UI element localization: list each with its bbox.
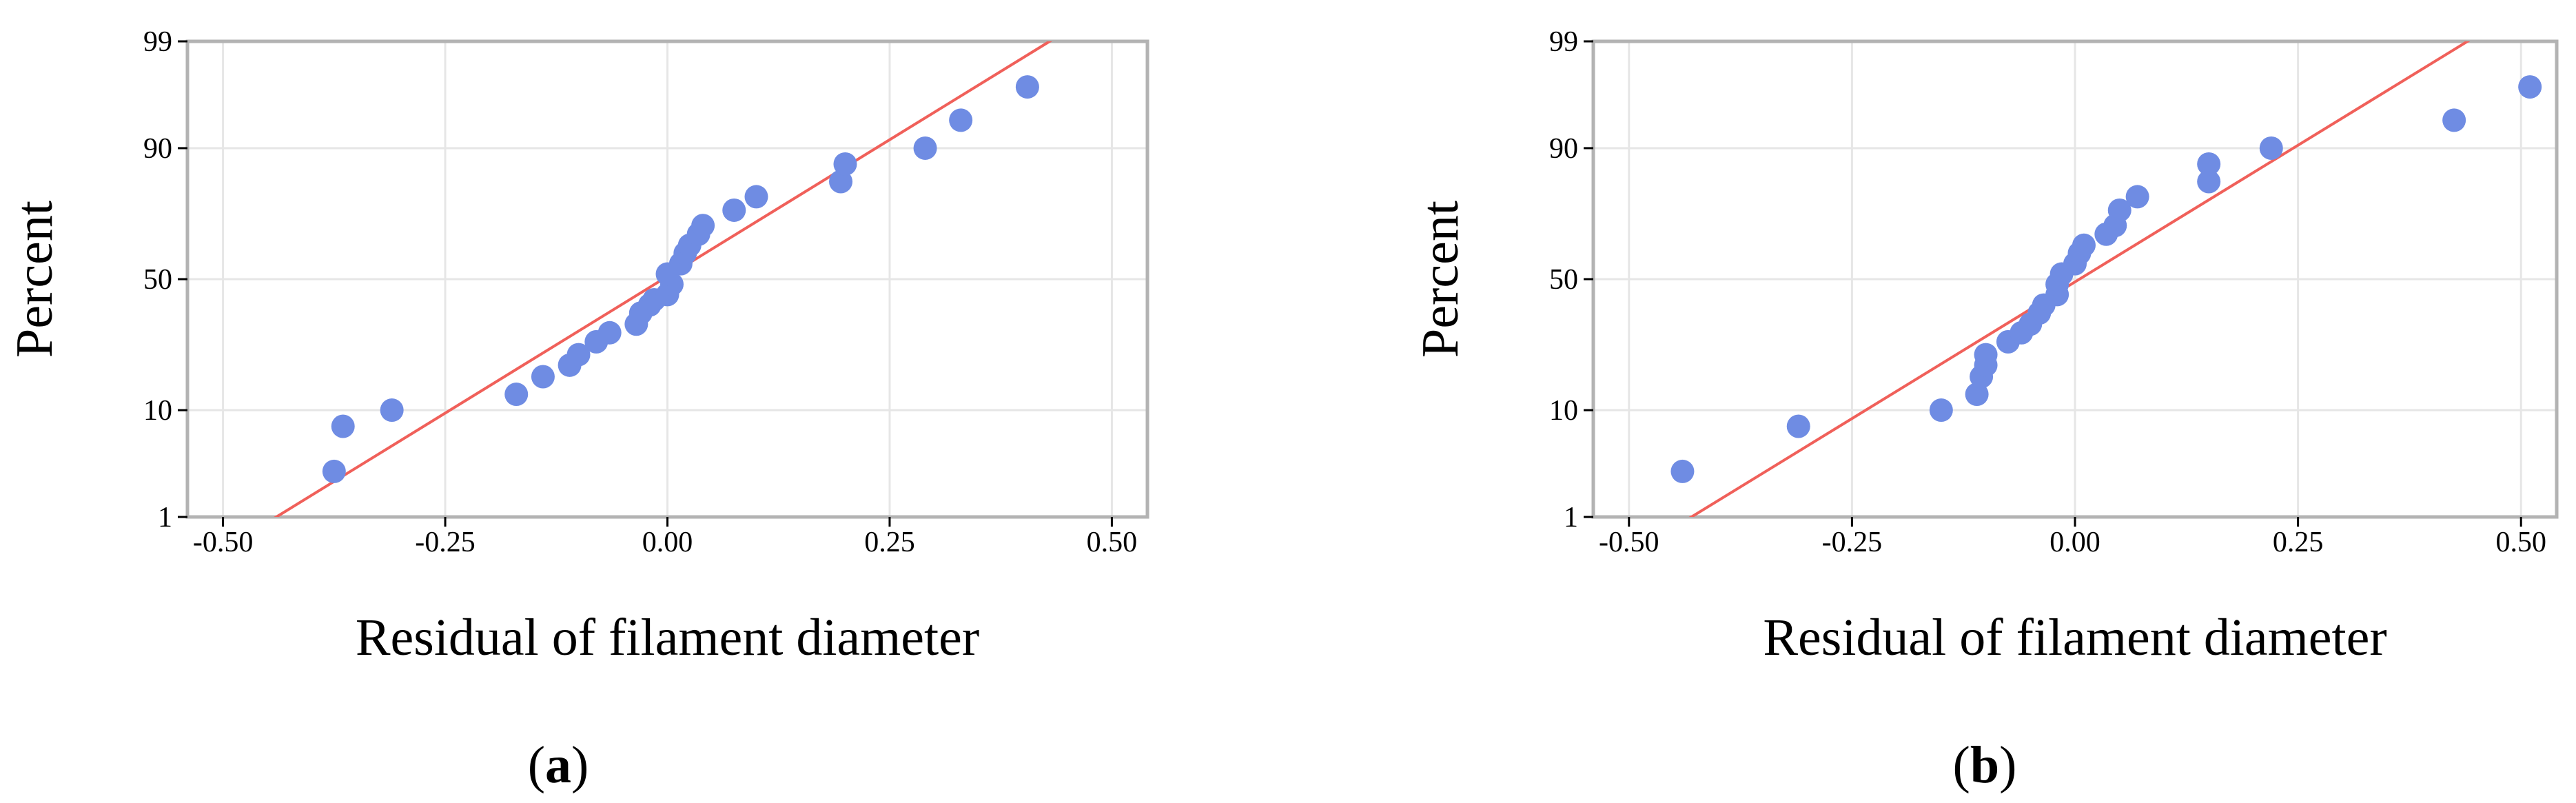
y-tick-label: 99 [143, 26, 172, 58]
data-point [2442, 108, 2466, 132]
data-point [744, 185, 768, 209]
y-tick-label: 1 [1564, 502, 1578, 533]
data-point [597, 321, 622, 345]
data-point [913, 136, 937, 160]
x-tick-label: -0.50 [193, 527, 254, 558]
data-point [1670, 459, 1695, 483]
data-point [1974, 343, 1998, 367]
data-point [691, 214, 715, 238]
fit-line [1688, 41, 2471, 517]
data-point [2259, 136, 2283, 160]
y-tick-label: 1 [158, 502, 172, 533]
panel-a: -0.50 -0.25 0.00 0.25 0.50 1 10 50 90 99 Residual … [6, 26, 1149, 794]
data-point [2125, 185, 2149, 209]
y-tick-label: 99 [1549, 26, 1578, 58]
data-point [504, 383, 529, 407]
x-tick-label: 0.00 [642, 527, 693, 558]
x-axis-title: Residual of filament diameter [1763, 609, 2386, 667]
panel-label: (b) [1953, 736, 2017, 794]
data-point [1786, 414, 1810, 438]
data-point [380, 398, 404, 423]
y-axis-title: Percent [6, 201, 63, 358]
data-point [829, 170, 853, 194]
data-point [2107, 198, 2132, 222]
y-tick-label: 90 [143, 133, 172, 165]
data-point [722, 198, 746, 222]
panel-letter: b [1970, 736, 1999, 794]
y-axis-title: Percent [1411, 201, 1469, 358]
panel-letter: a [545, 736, 571, 794]
data-point [949, 108, 973, 132]
x-tick-label: -0.25 [415, 527, 476, 558]
x-axis-title: Residual of filament diameter [356, 609, 979, 667]
x-tick-label: 0.25 [864, 527, 915, 558]
y-tick-label: 10 [1549, 395, 1578, 427]
data-point [1015, 75, 1039, 99]
y-tick-label: 10 [143, 395, 172, 427]
data-point [2518, 75, 2542, 99]
x-tick-label: -0.25 [1822, 527, 1883, 558]
data-point [531, 365, 555, 389]
data-point [322, 459, 346, 483]
y-tick-label: 50 [143, 264, 172, 296]
x-tick-label: -0.50 [1599, 527, 1659, 558]
data-point [833, 152, 857, 176]
panel-b: -0.50 -0.25 0.00 0.25 0.50 1 10 50 90 99 Residual … [1411, 26, 2559, 794]
y-tick-label: 90 [1549, 133, 1578, 165]
data-point [2197, 152, 2221, 176]
data-point [331, 414, 355, 438]
x-tick-label: 0.50 [2495, 527, 2546, 558]
x-tick-label: 0.00 [2049, 527, 2100, 558]
x-tick-label: 0.50 [1087, 527, 1138, 558]
panel-label: (a) [528, 736, 589, 794]
data-point [2072, 233, 2096, 257]
y-tick-label: 50 [1549, 264, 1578, 296]
data-point [2197, 170, 2221, 194]
data-point [566, 343, 591, 367]
x-tick-label: 0.25 [2273, 527, 2324, 558]
data-point [1965, 383, 1989, 407]
data-point [1929, 398, 1953, 423]
